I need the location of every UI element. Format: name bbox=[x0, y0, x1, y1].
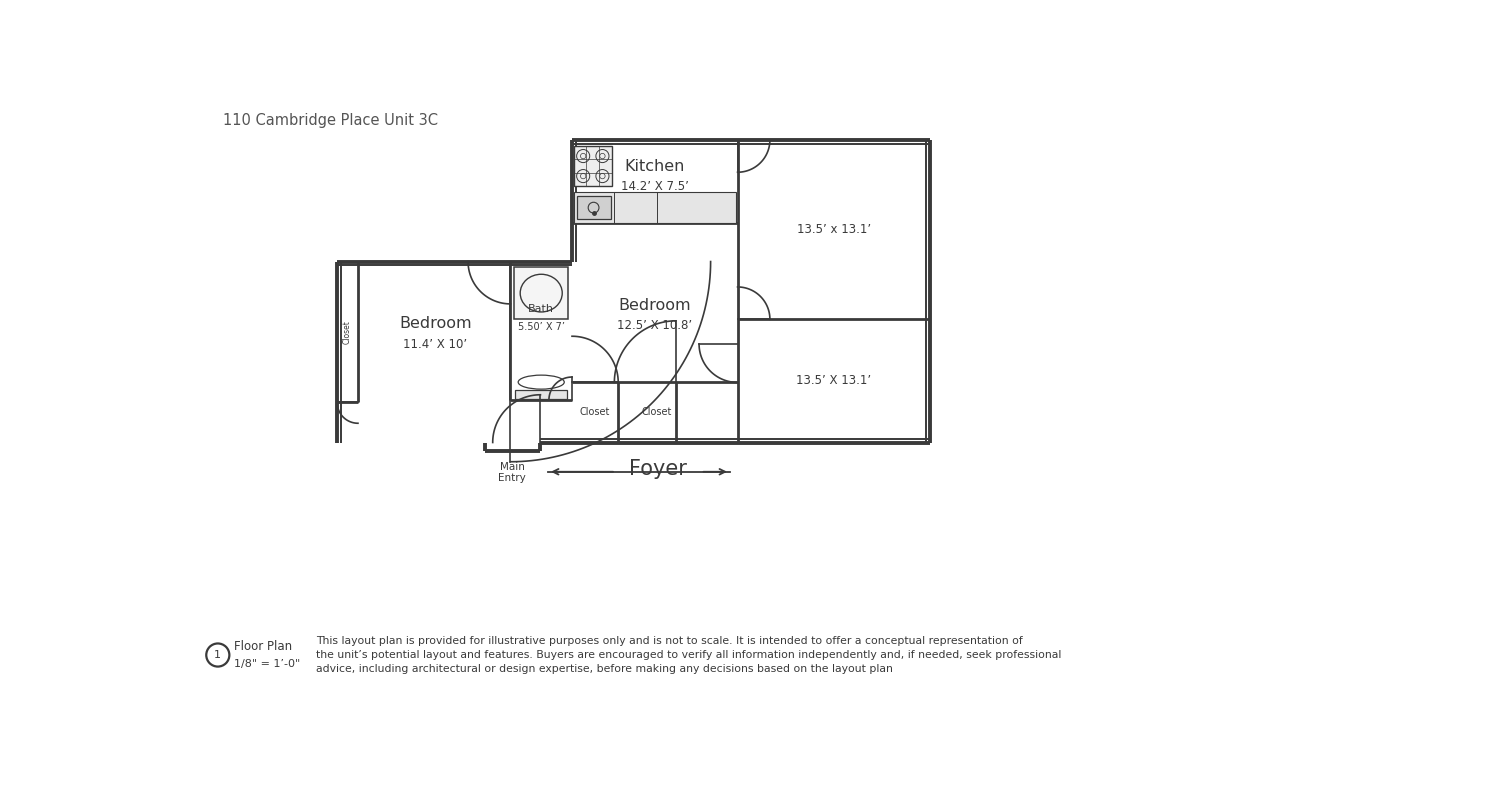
Bar bbox=[515, 390, 567, 399]
Text: Bedroom: Bedroom bbox=[618, 298, 692, 313]
Bar bbox=[515, 267, 569, 319]
Text: Closet: Closet bbox=[579, 407, 611, 418]
Bar bbox=[576, 196, 611, 219]
Text: Bath: Bath bbox=[528, 304, 554, 314]
Text: 13.5’ X 13.1’: 13.5’ X 13.1’ bbox=[796, 374, 871, 387]
Text: 14.2’ X 7.5’: 14.2’ X 7.5’ bbox=[621, 180, 689, 194]
Text: 1: 1 bbox=[214, 650, 222, 660]
Text: Kitchen: Kitchen bbox=[624, 158, 686, 174]
Text: 12.5’ X 10.8’: 12.5’ X 10.8’ bbox=[617, 319, 692, 332]
Text: This layout plan is provided for illustrative purposes only and is not to scale.: This layout plan is provided for illustr… bbox=[316, 636, 1061, 674]
Text: Bedroom: Bedroom bbox=[400, 316, 472, 331]
Text: Foyer: Foyer bbox=[629, 459, 687, 479]
Bar bbox=[573, 192, 737, 223]
Text: 1/8" = 1’-0": 1/8" = 1’-0" bbox=[234, 659, 301, 670]
Text: Floor Plan: Floor Plan bbox=[234, 640, 292, 653]
Text: 13.5’ x 13.1’: 13.5’ x 13.1’ bbox=[796, 223, 871, 236]
Text: 110 Cambridge Place Unit 3C: 110 Cambridge Place Unit 3C bbox=[223, 113, 439, 128]
Text: Main
Entry: Main Entry bbox=[499, 462, 525, 483]
Bar bbox=[573, 146, 612, 186]
Text: 11.4’ X 10’: 11.4’ X 10’ bbox=[403, 338, 467, 351]
Text: Closet: Closet bbox=[343, 320, 352, 344]
Text: 5.50’ X 7’: 5.50’ X 7’ bbox=[518, 322, 564, 332]
Text: Closet: Closet bbox=[641, 407, 672, 418]
